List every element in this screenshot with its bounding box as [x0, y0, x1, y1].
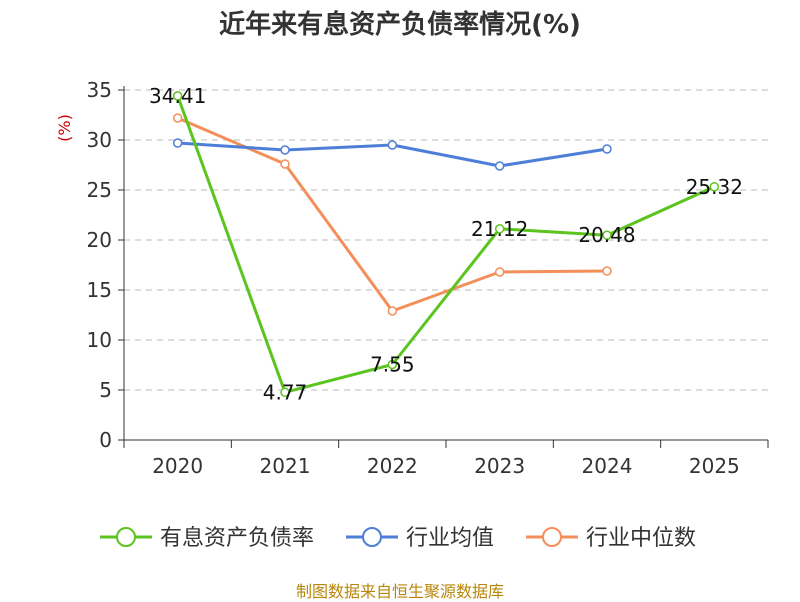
- data-label: 4.77: [263, 380, 308, 404]
- data-point: [494, 224, 505, 234]
- legend-label: 有息资产负债率: [160, 526, 314, 551]
- x-tick-label: 2020: [152, 454, 203, 478]
- legend-item[interactable]: 行业中位数: [526, 526, 696, 551]
- series-line: [176, 95, 715, 394]
- data-point: [280, 159, 290, 169]
- legend-item[interactable]: 行业均值: [346, 526, 494, 551]
- data-label: 20.48: [578, 223, 635, 247]
- x-tick-label: 2021: [260, 454, 311, 478]
- data-point: [494, 161, 505, 171]
- chart-title: 近年来有息资产负债率情况(%): [219, 10, 581, 40]
- data-label: 34.41: [149, 84, 206, 108]
- data-point: [172, 138, 183, 148]
- x-tick-label: 2024: [582, 454, 633, 478]
- data-point: [387, 140, 398, 150]
- data-point: [387, 306, 398, 316]
- y-tick-label: 15: [87, 278, 112, 302]
- data-point: [387, 359, 398, 370]
- data-label: 25.32: [686, 175, 743, 199]
- y-tick-label: 25: [87, 178, 112, 202]
- series-layer: [172, 91, 720, 398]
- data-point: [602, 230, 612, 240]
- data-labels: 34.41 4.77 7.55 21.12 20.48 25.32: [149, 84, 743, 404]
- data-point: [172, 113, 183, 123]
- data-label: 7.55: [370, 353, 415, 377]
- data-point: [280, 145, 290, 155]
- y-tick-label: 10: [87, 328, 112, 352]
- legend-marker: [362, 527, 382, 547]
- y-axis-label: (%): [55, 114, 74, 142]
- x-tick-label: 2022: [367, 454, 418, 478]
- data-point: [709, 182, 720, 192]
- y-tick-label: 35: [87, 78, 112, 102]
- legend[interactable]: 有息资产负债率 行业均值 行业中位数: [100, 526, 696, 551]
- y-tick-label: 5: [99, 378, 112, 402]
- legend-label: 行业中位数: [586, 526, 696, 551]
- data-point: [602, 144, 612, 154]
- data-point: [172, 91, 183, 101]
- source-note: 制图数据来自恒生聚源数据库: [295, 582, 504, 601]
- data-label: 21.12: [471, 217, 528, 241]
- data-point: [494, 267, 505, 277]
- legend-marker: [542, 527, 562, 547]
- legend-marker: [116, 527, 136, 547]
- legend-item[interactable]: 有息资产负债率: [100, 526, 314, 551]
- legend-label: 行业均值: [406, 526, 494, 551]
- y-tick-label: 30: [87, 128, 112, 152]
- data-point: [602, 266, 612, 276]
- x-tick-label: 2025: [689, 454, 740, 478]
- x-tick-label: 2023: [474, 454, 525, 478]
- y-tick-label: 0: [99, 428, 112, 452]
- y-tick-label: 20: [87, 228, 112, 252]
- data-point: [280, 387, 290, 398]
